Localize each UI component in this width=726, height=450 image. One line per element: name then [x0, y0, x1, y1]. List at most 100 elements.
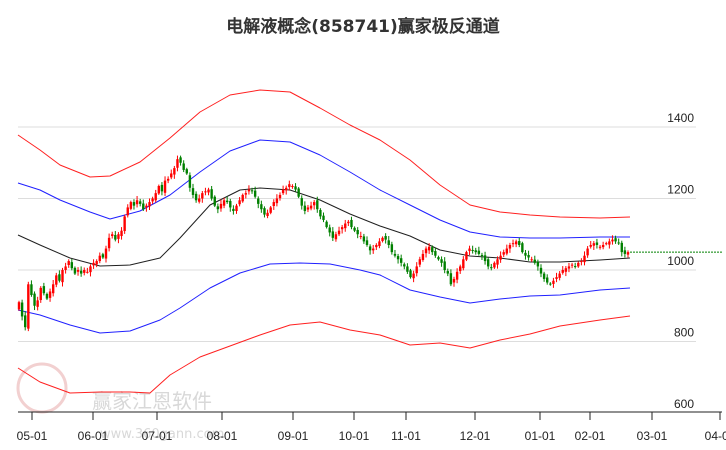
candle-body	[229, 201, 232, 208]
candle-body	[61, 270, 64, 283]
candle-body	[117, 234, 120, 239]
candle-body	[257, 198, 260, 204]
candle-body	[524, 252, 527, 256]
candle-body	[278, 194, 282, 199]
candle-body	[549, 283, 552, 285]
candle-body	[493, 262, 496, 268]
candle-body	[27, 284, 30, 329]
candle-body	[129, 202, 133, 209]
candle-body	[480, 254, 484, 256]
candle-body	[142, 203, 145, 210]
candle-body	[247, 189, 251, 192]
candle-body	[412, 273, 415, 279]
candle-body	[350, 219, 353, 228]
candle-body	[353, 227, 356, 231]
candle-body	[539, 267, 543, 274]
candle-body	[564, 268, 568, 272]
candle-body	[365, 240, 369, 245]
candle-body	[95, 261, 98, 265]
candle-body	[145, 205, 148, 208]
candle-body	[36, 300, 39, 307]
candle-body	[138, 201, 142, 204]
candle-body	[505, 248, 509, 254]
candle-body	[294, 186, 297, 190]
x-tick-label: 04-01	[705, 429, 726, 443]
candle-body	[471, 249, 474, 251]
y-axis: 1400 1200 1000 800 600	[667, 111, 694, 411]
candle-body	[580, 261, 583, 263]
candle-body	[58, 274, 61, 281]
candle-body	[288, 184, 291, 188]
candle-body	[589, 244, 592, 247]
lower-outer-band-line	[17, 315, 631, 394]
candle-body	[163, 180, 167, 193]
candle-body	[378, 241, 381, 247]
candle-body	[42, 286, 46, 294]
candle-body	[210, 189, 213, 199]
candle-body	[76, 270, 80, 272]
candle-body	[424, 248, 428, 254]
candle-body	[409, 270, 412, 278]
candle-body	[443, 261, 446, 270]
candle-body	[552, 280, 555, 284]
candle-body	[390, 244, 394, 253]
candle-body	[306, 207, 310, 210]
x-tick-label: 07-01	[142, 429, 173, 443]
candle-body	[434, 251, 437, 256]
candle-body	[573, 266, 577, 268]
candle-body	[244, 193, 248, 195]
candle-body	[219, 203, 223, 209]
candle-body	[421, 253, 425, 260]
upper-outer-band-line	[17, 89, 631, 219]
candle-body	[536, 261, 540, 267]
lower-inner-band-line	[17, 262, 631, 334]
candle-body	[399, 258, 403, 263]
candle-body	[285, 187, 288, 191]
candle-body	[300, 198, 303, 206]
chart-title: 电解液概念(858741)赢家极反通道	[226, 17, 500, 37]
candle-body	[583, 255, 586, 263]
y-tick-label: 800	[674, 326, 694, 340]
candle-body	[347, 221, 350, 224]
candle-body	[73, 267, 77, 274]
candle-body	[474, 250, 477, 253]
candle-body	[33, 293, 36, 306]
candle-body	[92, 262, 95, 266]
candle-body	[406, 266, 409, 272]
candle-body	[86, 271, 89, 273]
candle-body	[595, 242, 599, 245]
candle-body	[216, 206, 220, 210]
candle-body	[375, 244, 378, 248]
candle-body	[337, 230, 341, 235]
candle-body	[272, 202, 275, 207]
candle-body	[281, 189, 285, 194]
candle-body	[477, 250, 481, 254]
candle-body	[160, 184, 164, 192]
candle-body	[325, 221, 328, 228]
candle-body	[577, 262, 580, 267]
x-tick-label: 08-01	[207, 429, 238, 443]
x-tick-label: 11-01	[391, 429, 421, 443]
candle-body	[546, 277, 549, 283]
candle-body	[260, 204, 263, 210]
candle-body	[157, 185, 161, 194]
candle-body	[468, 248, 471, 252]
candle-body	[185, 169, 188, 174]
candle-body	[567, 266, 571, 269]
candle-body	[387, 240, 390, 245]
candle-body	[179, 157, 182, 163]
candle-body	[51, 284, 55, 294]
candle-body	[176, 159, 179, 168]
candle-body	[340, 227, 344, 230]
watermark-logo-icon	[16, 362, 68, 414]
candle-body	[269, 207, 272, 213]
candle-body	[173, 168, 176, 175]
candle-body	[455, 271, 459, 280]
candle-body	[104, 248, 108, 259]
x-tick-label: 03-01	[637, 429, 668, 443]
candle-body	[170, 173, 173, 178]
candle-body	[601, 244, 605, 248]
candle-body	[446, 271, 449, 274]
candle-body	[362, 236, 366, 242]
candle-body	[499, 255, 502, 260]
